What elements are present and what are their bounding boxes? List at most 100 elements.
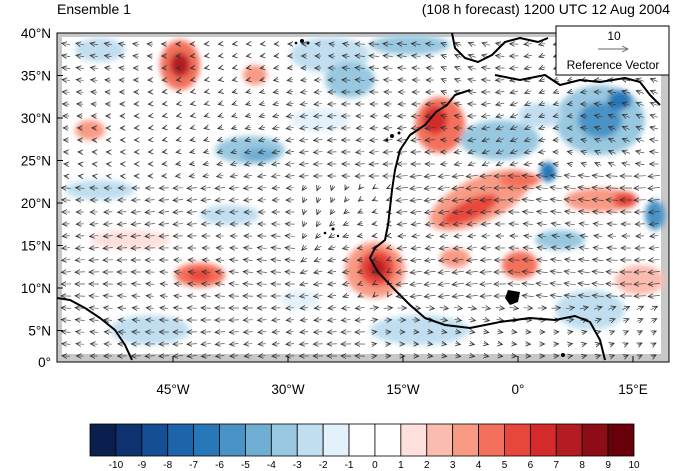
wind-vector — [244, 356, 252, 357]
wind-vector — [159, 236, 169, 237]
wind-vector — [439, 223, 449, 224]
wind-vector — [372, 224, 376, 225]
wind-vector — [246, 80, 250, 81]
wind-vector — [173, 344, 183, 345]
wind-vector — [551, 211, 562, 213]
colorbar-label: 10 — [628, 460, 640, 471]
wind-vector — [636, 91, 644, 94]
wind-vector — [510, 103, 518, 106]
wind-vector — [606, 200, 618, 201]
wind-vector — [467, 248, 477, 249]
wind-vector — [593, 211, 604, 212]
wind-vector — [370, 320, 378, 321]
colorbar-swatch — [115, 423, 143, 457]
y-tick-label: 30°N — [21, 111, 51, 126]
wind-vector — [649, 248, 659, 249]
wind-vector — [468, 43, 476, 46]
wind-vector — [522, 175, 534, 176]
y-tick-label: 35°N — [21, 69, 51, 84]
wind-vector — [373, 295, 375, 297]
wind-vector — [481, 260, 492, 261]
wind-vector — [218, 92, 221, 93]
islands — [294, 39, 565, 357]
wind-vector — [622, 306, 629, 309]
wind-vector — [523, 260, 534, 261]
wind-vector — [272, 139, 280, 141]
wind-vector — [608, 115, 616, 117]
wind-vector — [634, 200, 646, 201]
wind-vector — [453, 307, 463, 309]
wind-vector — [145, 224, 155, 225]
wind-vector — [496, 127, 504, 130]
wind-vector — [537, 259, 548, 260]
wind-vector — [230, 344, 239, 345]
wind-vector — [188, 284, 197, 285]
wind-vector — [636, 306, 644, 309]
wind-vector — [581, 128, 588, 129]
wind-vector — [539, 139, 546, 140]
wind-vector — [442, 344, 447, 345]
wind-vector — [425, 140, 435, 141]
wind-vector — [441, 356, 446, 357]
wind-vector — [246, 103, 250, 104]
wind-vector — [216, 272, 225, 273]
wind-vector — [61, 320, 71, 321]
wind-vector — [76, 248, 85, 249]
wind-vector — [287, 92, 294, 93]
wind-vector — [201, 344, 211, 345]
wind-vector — [215, 296, 225, 297]
wind-vector — [607, 224, 617, 225]
wind-vector — [300, 164, 309, 165]
wind-vector — [411, 259, 422, 260]
wind-vector — [257, 248, 267, 249]
wind-vector — [314, 116, 323, 117]
wind-vector — [61, 308, 71, 309]
wind-vector — [595, 163, 602, 166]
wind-vector — [525, 79, 532, 81]
wind-vector — [76, 67, 84, 68]
wind-vector — [650, 139, 659, 140]
wind-vector — [553, 164, 559, 165]
wind-vector — [230, 212, 239, 213]
wind-vector — [314, 271, 323, 273]
wind-vector — [372, 260, 376, 261]
wind-vector — [271, 272, 281, 273]
wind-vector — [75, 260, 85, 261]
wind-vector — [482, 115, 491, 117]
wind-vector — [372, 199, 375, 200]
wind-vector — [273, 115, 280, 116]
wind-vector — [468, 127, 477, 128]
wind-vector — [173, 212, 183, 213]
colorbar-label: -2 — [319, 460, 328, 471]
wind-vector — [650, 127, 659, 129]
wind-vector — [271, 260, 281, 261]
wind-vector — [245, 151, 252, 153]
wind-vector — [343, 295, 350, 297]
wind-vector — [650, 306, 658, 309]
wind-vector — [564, 271, 576, 273]
wind-vector — [578, 175, 590, 177]
wind-vector — [441, 79, 447, 81]
wind-vector — [187, 356, 197, 357]
wind-vector — [594, 319, 601, 321]
wind-vector — [606, 272, 618, 273]
y-tick-label: 25°N — [21, 154, 51, 169]
wind-vector — [579, 223, 589, 224]
wind-vector — [286, 332, 294, 333]
wind-vector — [398, 68, 407, 69]
wind-vector — [328, 140, 337, 141]
wind-vector — [176, 128, 179, 129]
wind-vector — [131, 212, 141, 213]
wind-vector — [246, 115, 251, 116]
wind-vector — [62, 344, 71, 345]
wind-vector — [90, 320, 99, 321]
wind-vector — [355, 164, 365, 165]
wind-vector — [300, 104, 308, 105]
wind-vector — [564, 175, 576, 177]
wind-vector — [466, 187, 478, 188]
colorbar-swatch — [270, 423, 298, 457]
wind-vector — [481, 307, 491, 309]
wind-vector — [578, 199, 590, 201]
wind-vector — [244, 332, 253, 333]
wind-vector — [568, 79, 573, 81]
